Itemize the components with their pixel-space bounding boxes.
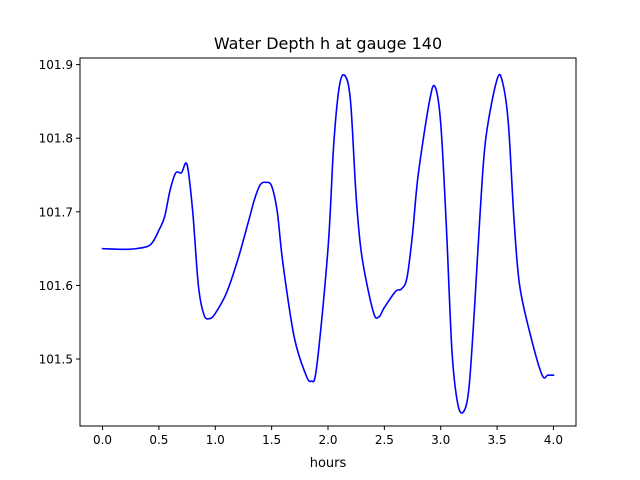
y-tick-label: 101.7 bbox=[39, 205, 73, 219]
x-axis: 0.0 0.5 1.0 1.5 2.0 2.5 3.0 3.5 4.0 bbox=[93, 426, 563, 447]
x-axis-label: hours bbox=[310, 456, 347, 471]
x-tick-label: 1.0 bbox=[206, 433, 225, 447]
x-tick-label: 3.5 bbox=[488, 433, 507, 447]
x-tick-label: 0.0 bbox=[93, 433, 112, 447]
x-tick-label: 4.0 bbox=[544, 433, 563, 447]
y-tick-label: 101.9 bbox=[39, 58, 73, 72]
x-tick-label: 2.0 bbox=[318, 433, 337, 447]
series-layer bbox=[101, 73, 555, 414]
y-tick-label: 101.8 bbox=[39, 132, 73, 146]
series-line-0 bbox=[101, 73, 555, 414]
x-tick-label: 3.0 bbox=[431, 433, 450, 447]
chart-title: Water Depth h at gauge 140 bbox=[214, 34, 442, 53]
y-tick-label: 101.5 bbox=[39, 353, 73, 367]
x-tick-label: 1.5 bbox=[262, 433, 281, 447]
x-tick-label: 2.5 bbox=[375, 433, 394, 447]
y-axis: 101.5 101.6 101.7 101.8 101.9 bbox=[39, 58, 80, 367]
x-tick-label: 0.5 bbox=[149, 433, 168, 447]
y-tick-label: 101.6 bbox=[39, 279, 73, 293]
